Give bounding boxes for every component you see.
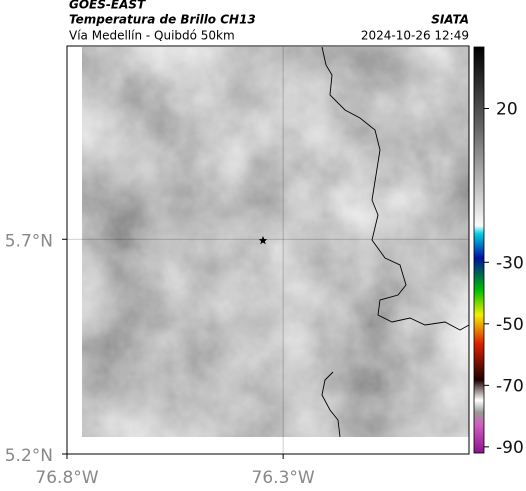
lat-label: 5.2°N — [5, 446, 53, 466]
lon-label: 76.8°W — [35, 468, 98, 488]
colorbar — [473, 46, 485, 454]
colorbar-label: -90 — [496, 438, 524, 458]
subtitle: Temperatura de Brillo CH13 — [69, 13, 256, 27]
map-frame — [66, 45, 470, 455]
map — [66, 45, 470, 455]
brightness-image — [82, 47, 469, 437]
title: GOES-EAST — [69, 0, 146, 12]
colorbar-label: -30 — [496, 253, 524, 273]
location: Vía Medellín - Quibdó 50km — [69, 29, 235, 43]
location-marker — [258, 236, 268, 245]
lat-label: 5.7°N — [5, 231, 53, 251]
colorbar-label: -50 — [496, 315, 524, 335]
lon-label: 76.3°W — [252, 468, 315, 488]
datetime: 2024-10-26 12:49 — [361, 29, 469, 43]
border-line — [321, 46, 470, 438]
colorbar-label: 20 — [496, 100, 518, 120]
source: SIATA — [431, 13, 469, 27]
colorbar-label: -70 — [496, 376, 524, 396]
